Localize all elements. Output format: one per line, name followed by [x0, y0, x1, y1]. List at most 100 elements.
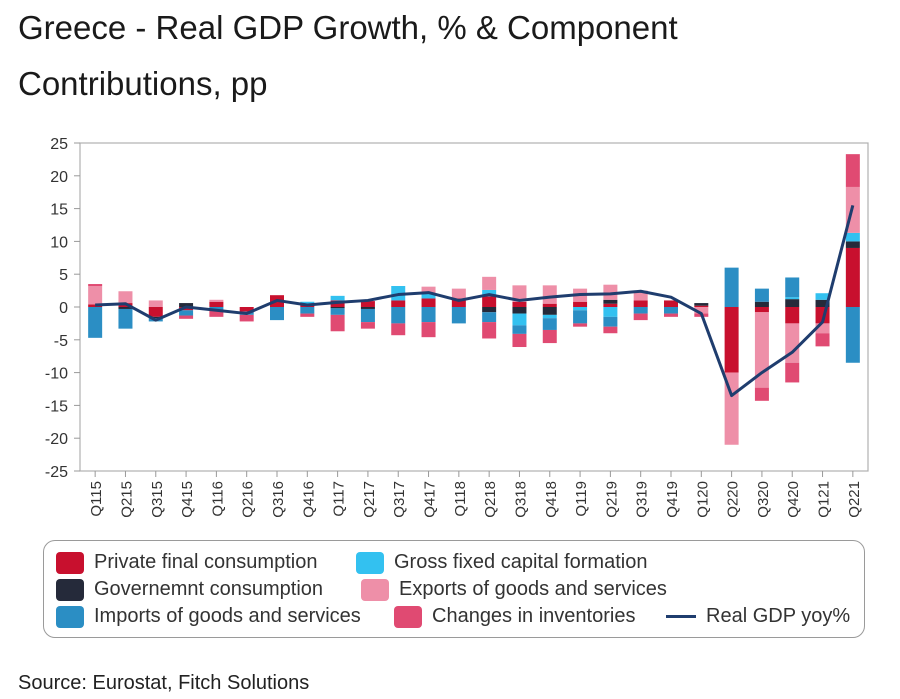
bar-segment	[785, 362, 800, 383]
chart-title: Greece - Real GDP Growth, % & Component …	[18, 9, 678, 102]
bar-segment	[512, 333, 527, 348]
bar-segment	[633, 300, 648, 307]
legend-item-government-consumption: Governemnt consumption	[56, 578, 323, 601]
y-tick-label: -15	[45, 398, 68, 415]
source-note: Source: Eurostat, Fitch Solutions	[18, 672, 310, 694]
bar-segment	[542, 329, 557, 344]
x-tick-label: Q316	[270, 481, 287, 518]
bar-segment	[270, 307, 284, 321]
bar-segment	[482, 307, 497, 313]
legend-item-inventories: Changes in inventories	[394, 605, 635, 628]
bar-segment	[785, 299, 800, 307]
bar-segment	[724, 372, 739, 445]
bar-segment	[664, 300, 678, 307]
x-tick-label: Q219	[603, 481, 620, 518]
bar-segment	[239, 307, 254, 312]
bar-segment	[179, 315, 194, 319]
legend-label: Exports of goods and services	[399, 578, 667, 600]
y-tick-label: -20	[45, 431, 68, 448]
x-tick-label: Q116	[209, 481, 226, 517]
bar-segment	[573, 301, 588, 307]
bar-segment	[542, 303, 557, 307]
y-tick-label: 15	[50, 202, 68, 219]
bar-segment	[88, 284, 103, 287]
bar-segment	[421, 298, 436, 307]
bar-segment	[542, 314, 557, 319]
x-tick-label: Q419	[664, 481, 681, 518]
bar-segment	[88, 307, 103, 338]
x-tick-label: Q418	[543, 481, 560, 518]
bar-segment	[330, 295, 345, 301]
bar-segment	[573, 323, 588, 327]
legend-item-gross-fixed-capital: Gross fixed capital formation	[356, 551, 647, 574]
chart-legend: Private final consumption Gross fixed ca…	[43, 540, 865, 638]
legend-label: Gross fixed capital formation	[394, 551, 648, 573]
bar-segment	[482, 276, 497, 290]
legend-swatch	[56, 578, 84, 601]
bar-segment	[88, 286, 103, 305]
x-tick-label: Q120	[694, 481, 711, 518]
legend-item-real-gdp: Real GDP yoy%	[666, 605, 850, 628]
legend-label: Private final consumption	[94, 551, 318, 573]
bar-segment	[179, 307, 194, 311]
bar-segment	[209, 310, 224, 317]
bar-segment	[421, 322, 436, 338]
x-tick-label: Q119	[573, 481, 590, 517]
x-tick-label: Q216	[240, 481, 257, 518]
y-tick-label: 0	[59, 300, 68, 317]
bar-segment	[451, 298, 466, 307]
bar-segment	[300, 301, 315, 306]
bar-segment	[209, 301, 224, 307]
legend-item-private-consumption: Private final consumption	[56, 551, 317, 574]
legend-label: Imports of goods and services	[94, 605, 361, 627]
bar-segment	[391, 300, 406, 307]
legend-line-swatch	[666, 615, 696, 618]
bar-segment	[603, 326, 618, 334]
x-tick-label: Q420	[785, 481, 802, 518]
legend-swatch	[56, 605, 84, 628]
bar-segment	[845, 307, 860, 363]
legend-label: Governemnt consumption	[94, 578, 324, 600]
bar-segment	[179, 310, 194, 316]
bar-segment	[603, 316, 618, 327]
bar-segment	[754, 387, 769, 401]
bar-segment	[603, 299, 618, 304]
bar-segment	[512, 325, 527, 334]
bar-segment	[542, 285, 557, 304]
x-tick-label: Q317	[391, 481, 408, 518]
bar-segment	[754, 301, 769, 307]
bar-segment	[88, 304, 103, 307]
bar-segment	[209, 307, 224, 311]
legend-item-exports: Exports of goods and services	[361, 578, 667, 601]
legend-swatch	[361, 578, 389, 601]
bar-segment	[330, 314, 345, 332]
bar-segment	[542, 307, 557, 315]
bar-segment	[360, 322, 375, 329]
bar-segment	[724, 307, 739, 373]
bar-segment	[391, 307, 406, 324]
bar-segment	[421, 307, 436, 323]
bar-segment	[360, 307, 375, 309]
bar-segment	[451, 307, 466, 324]
legend-swatch	[56, 551, 84, 574]
bar-segment	[694, 307, 709, 314]
bar-segment	[815, 333, 830, 347]
bar-segment	[603, 307, 618, 317]
x-tick-label: Q121	[816, 481, 833, 518]
bar-segment	[482, 296, 497, 307]
bar-segment	[512, 313, 527, 326]
bar-segment	[573, 307, 588, 311]
legend-item-imports: Imports of goods and services	[56, 605, 361, 628]
bar-segment	[512, 307, 527, 314]
x-tick-label: Q319	[634, 481, 651, 518]
x-tick-label: Q217	[361, 481, 378, 518]
bar-segment	[391, 323, 406, 336]
x-tick-label: Q318	[512, 481, 529, 518]
x-tick-label: Q117	[331, 481, 348, 517]
real-gdp-line	[95, 204, 855, 398]
bar-segment	[603, 303, 618, 307]
gdp-chart: 25 20 15 10 5 0 -5 -10 -15 -20 -25 Q115 Q215 Q315 Q415…	[45, 136, 869, 518]
bar-segment	[512, 285, 527, 302]
x-tick-label: Q218	[482, 481, 499, 518]
bar-segment	[815, 293, 830, 300]
